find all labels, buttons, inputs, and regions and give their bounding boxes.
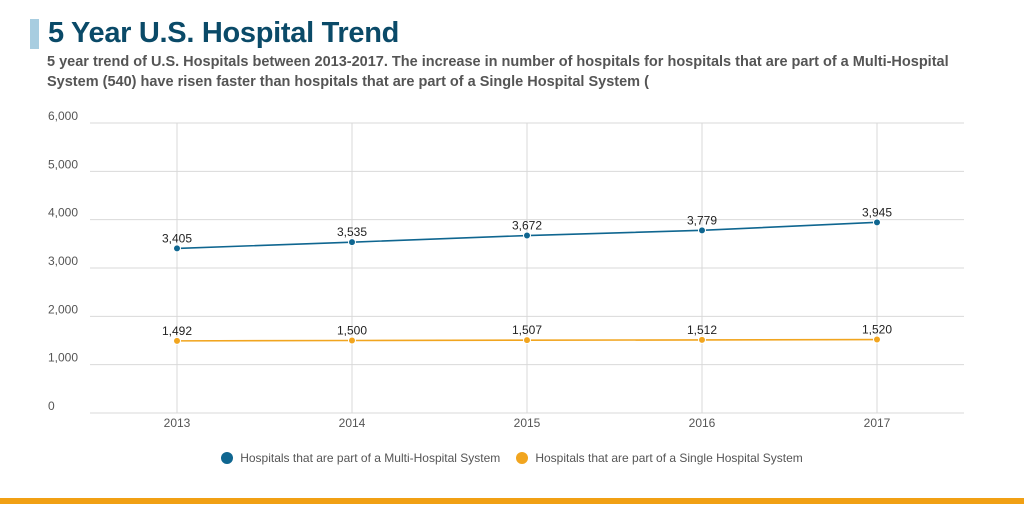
page-title: 5 Year U.S. Hospital Trend — [48, 17, 400, 49]
data-label-0: 3,672 — [512, 219, 542, 233]
x-tick-label: 2014 — [339, 416, 366, 430]
data-point-1 — [348, 336, 356, 345]
data-label-1: 1,520 — [862, 323, 892, 337]
y-tick-label: 6,000 — [48, 109, 78, 123]
data-label-0: 3,779 — [687, 213, 717, 227]
legend-label-single: Hospitals that are part of a Single Hosp… — [535, 451, 803, 465]
legend-item-multi-hospital[interactable]: Hospitals that are part of a Multi-Hospi… — [221, 451, 500, 465]
data-point-0 — [523, 231, 531, 240]
y-tick-label: 2,000 — [48, 302, 78, 316]
y-tick-label: 0 — [48, 399, 55, 413]
data-label-0: 3,945 — [862, 205, 892, 219]
data-label-0: 3,405 — [162, 231, 192, 245]
x-tick-label: 2016 — [689, 416, 716, 430]
data-label-0: 3,535 — [337, 225, 367, 239]
x-tick-label: 2017 — [864, 416, 891, 430]
title-accent-bar — [30, 19, 39, 49]
x-tick-label: 2013 — [164, 416, 191, 430]
data-point-0 — [698, 226, 706, 235]
legend-swatch-multi — [221, 452, 234, 464]
y-tick-label: 5,000 — [48, 157, 78, 171]
data-point-0 — [873, 218, 881, 227]
y-tick-label: 3,000 — [48, 254, 78, 268]
data-point-0 — [173, 244, 181, 253]
data-label-1: 1,512 — [687, 323, 717, 337]
x-tick-label: 2015 — [514, 416, 541, 430]
data-label-1: 1,500 — [337, 324, 367, 338]
data-point-1 — [873, 335, 881, 344]
legend-item-single-hospital[interactable]: Hospitals that are part of a Single Hosp… — [516, 451, 803, 465]
data-point-1 — [173, 336, 181, 345]
y-tick-label: 4,000 — [48, 206, 78, 220]
legend-label-multi: Hospitals that are part of a Multi-Hospi… — [240, 451, 501, 465]
data-point-1 — [698, 335, 706, 344]
legend-swatch-single — [516, 452, 529, 464]
chart-legend: Hospitals that are part of a Multi-Hospi… — [0, 448, 1024, 468]
data-point-1 — [523, 336, 531, 345]
data-point-0 — [348, 238, 356, 247]
y-tick-label: 1,000 — [48, 351, 78, 365]
chart-subtitle: 5 year trend of U.S. Hospitals between 2… — [47, 54, 949, 90]
data-label-1: 1,507 — [512, 323, 542, 337]
data-label-1: 1,492 — [162, 324, 192, 338]
bottom-divider — [0, 498, 1024, 504]
